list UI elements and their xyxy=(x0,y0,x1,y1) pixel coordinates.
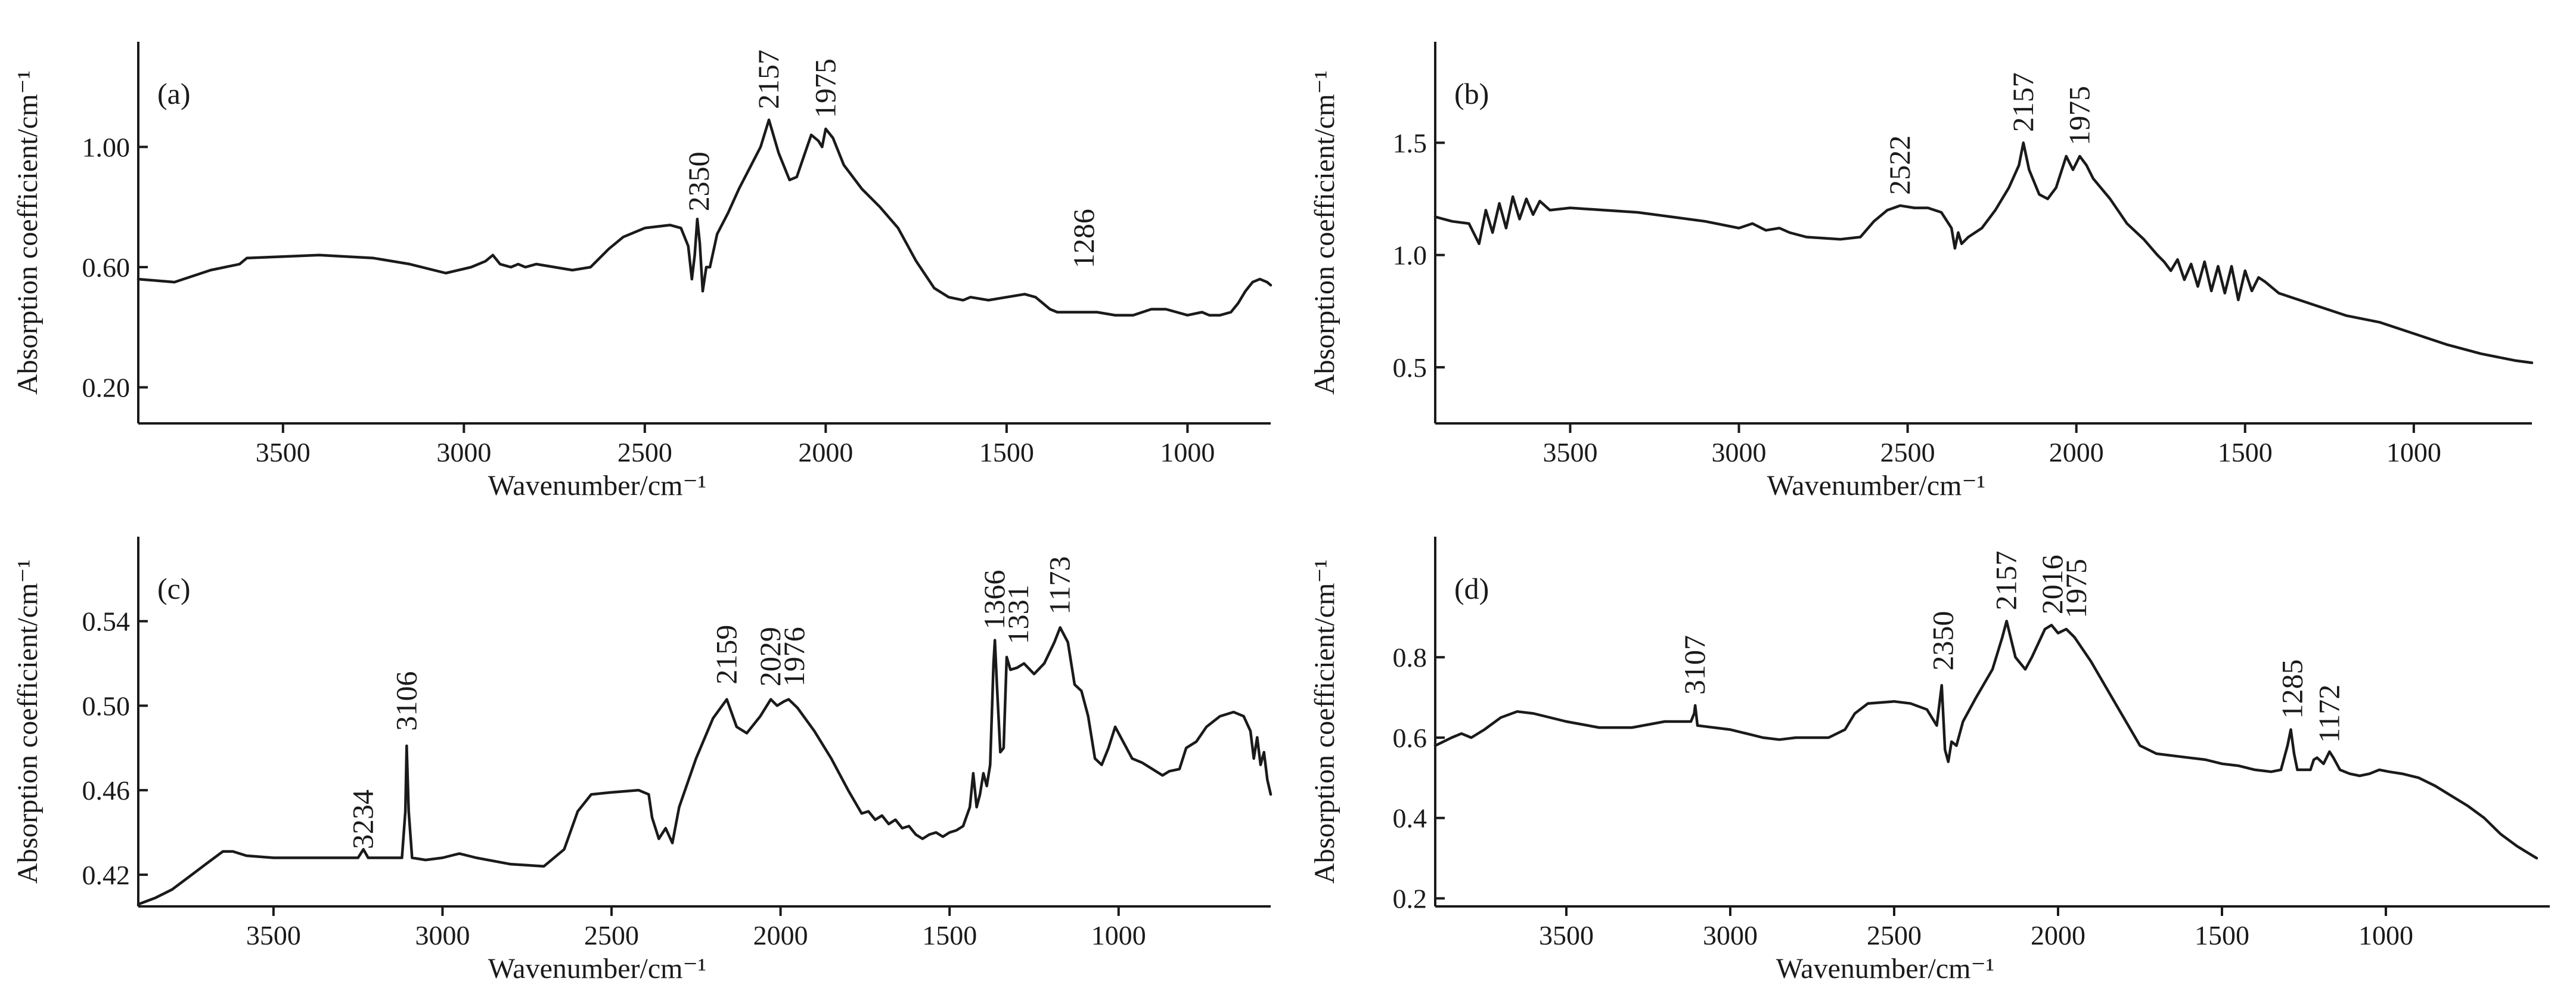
x-tick-label: 2000 xyxy=(2031,920,2085,951)
chart-panel-2: 3500 3000 2500 2000 1500 1000 0.5 1.0 1.5 Wavenum… xyxy=(1309,42,2534,501)
peak-label: 3107 xyxy=(1678,635,1711,695)
y-tick-label: 1.5 xyxy=(1393,128,1427,158)
x-tick-label: 3000 xyxy=(1703,920,1758,951)
x-tick-label: 3000 xyxy=(436,437,491,468)
x-axis-title: Wavenumber/cm⁻¹ xyxy=(488,953,706,985)
x-tick-label: 1500 xyxy=(2195,920,2249,951)
y-axis-title: Absorption coefficient/cm⁻¹ xyxy=(12,559,44,884)
x-tick-label: 1000 xyxy=(2386,437,2441,468)
x-tick-label: 1500 xyxy=(979,437,1034,468)
x-tick-label: 2000 xyxy=(2049,437,2104,468)
peak-label: 2350 xyxy=(682,151,715,211)
x-tick-label: 3000 xyxy=(415,920,470,951)
x-tick-label: 1000 xyxy=(1091,920,1146,951)
y-tick-label: 0.5 xyxy=(1393,352,1427,383)
chart-panel-1: 3500 3000 2500 2000 1500 1000 0.20 0.60 1.00 Wave… xyxy=(12,42,1273,501)
peak-label: 2016 xyxy=(2035,555,2069,614)
spectrum-line xyxy=(1433,141,2534,364)
peak-label: 1975 xyxy=(2062,86,2096,146)
x-tick-label: 3500 xyxy=(1539,920,1594,951)
peak-label: 1173 xyxy=(1043,556,1076,615)
peak-label: 1286 xyxy=(1067,209,1100,268)
y-tick-label: 0.4 xyxy=(1393,803,1427,834)
panel-label: (a) xyxy=(157,77,191,110)
peak-label: 2159 xyxy=(709,625,743,685)
y-tick-label: 0.8 xyxy=(1393,642,1427,673)
x-tick-label: 1500 xyxy=(922,920,977,951)
x-tick-label: 2500 xyxy=(1880,437,1935,468)
x-tick-label: 3000 xyxy=(1712,437,1767,468)
x-tick-label: 2500 xyxy=(617,437,672,468)
x-tick-label: 3500 xyxy=(246,920,301,951)
x-axis-title: Wavenumber/cm⁻¹ xyxy=(1767,470,1985,501)
y-tick-label: 0.54 xyxy=(82,606,131,637)
panel-label: (c) xyxy=(157,572,191,605)
y-tick-label: 0.60 xyxy=(82,252,131,283)
spectrum-line xyxy=(1433,620,2538,860)
y-tick-label: 1.0 xyxy=(1393,240,1427,271)
y-tick-label: 0.2 xyxy=(1393,884,1427,914)
y-axis-title: Absorption coefficient/cm⁻¹ xyxy=(12,70,44,395)
panel-label: (d) xyxy=(1454,572,1489,605)
peak-label: 3234 xyxy=(346,790,380,849)
peak-label: 1366 xyxy=(977,570,1011,630)
peak-label: 1976 xyxy=(777,627,811,686)
peak-label: 2157 xyxy=(1990,551,2023,611)
peak-label: 2029 xyxy=(753,627,787,686)
y-axis-title: Absorption coefficient/cm⁻¹ xyxy=(1309,559,1340,884)
x-tick-label: 1000 xyxy=(2358,920,2413,951)
y-tick-label: 1.00 xyxy=(82,132,131,162)
peak-label: 1975 xyxy=(808,58,842,118)
y-tick-label: 0.50 xyxy=(82,691,131,721)
chart-panel-4: 3500 3000 2500 2000 1500 1000 0.2 0.4 0.6 0.8 Wave… xyxy=(1309,537,2550,985)
x-tick-label: 3500 xyxy=(256,437,311,468)
peak-label: 1331 xyxy=(1001,584,1035,644)
panel-label: (b) xyxy=(1454,77,1489,110)
x-tick-label: 2000 xyxy=(753,920,808,951)
y-tick-label: 0.42 xyxy=(82,860,131,890)
y-tick-label: 0.6 xyxy=(1393,723,1427,753)
y-tick-label: 0.46 xyxy=(82,775,131,806)
x-tick-label: 2500 xyxy=(584,920,639,951)
x-tick-label: 1000 xyxy=(1160,437,1215,468)
y-axis-title: Absorption coefficient/cm⁻¹ xyxy=(1309,70,1340,395)
peak-label: 1975 xyxy=(2059,559,2093,618)
x-tick-label: 2500 xyxy=(1867,920,1922,951)
x-axis-title: Wavenumber/cm⁻¹ xyxy=(488,470,706,501)
peak-label: 2157 xyxy=(2006,72,2040,132)
spectrum-line xyxy=(136,626,1273,906)
peak-label: 1172 xyxy=(2312,685,2345,743)
y-tick-label: 0.20 xyxy=(82,373,131,403)
peak-label: 2350 xyxy=(1926,611,1960,671)
peak-label: 1285 xyxy=(2275,659,2308,719)
x-tick-label: 2000 xyxy=(798,437,853,468)
chart-panel-3: 3500 3000 2500 2000 1500 1000 0.42 0.46 0.50 0.54… xyxy=(12,537,1273,985)
peak-label: 3106 xyxy=(389,671,423,731)
peak-label: 2522 xyxy=(1883,135,1916,195)
x-axis-title: Wavenumber/cm⁻¹ xyxy=(1776,953,1994,985)
x-tick-label: 1500 xyxy=(2218,437,2273,468)
spectrum-line xyxy=(136,118,1273,317)
x-tick-label: 3500 xyxy=(1543,437,1597,468)
peak-label: 2157 xyxy=(752,49,785,109)
